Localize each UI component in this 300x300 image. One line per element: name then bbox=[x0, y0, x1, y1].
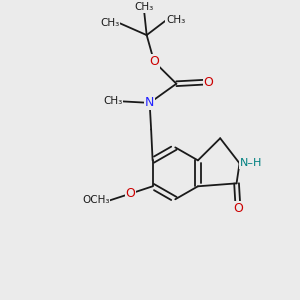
Text: CH₃: CH₃ bbox=[166, 15, 185, 26]
Text: O: O bbox=[203, 76, 213, 89]
Text: O: O bbox=[233, 202, 243, 215]
Text: CH₃: CH₃ bbox=[101, 18, 120, 28]
Text: CH₃: CH₃ bbox=[103, 96, 123, 106]
Text: O: O bbox=[125, 187, 135, 200]
Text: OCH₃: OCH₃ bbox=[82, 196, 110, 206]
Text: O: O bbox=[149, 55, 159, 68]
Text: N: N bbox=[145, 96, 154, 110]
Text: N–H: N–H bbox=[239, 158, 262, 168]
Text: CH₃: CH₃ bbox=[134, 2, 153, 12]
